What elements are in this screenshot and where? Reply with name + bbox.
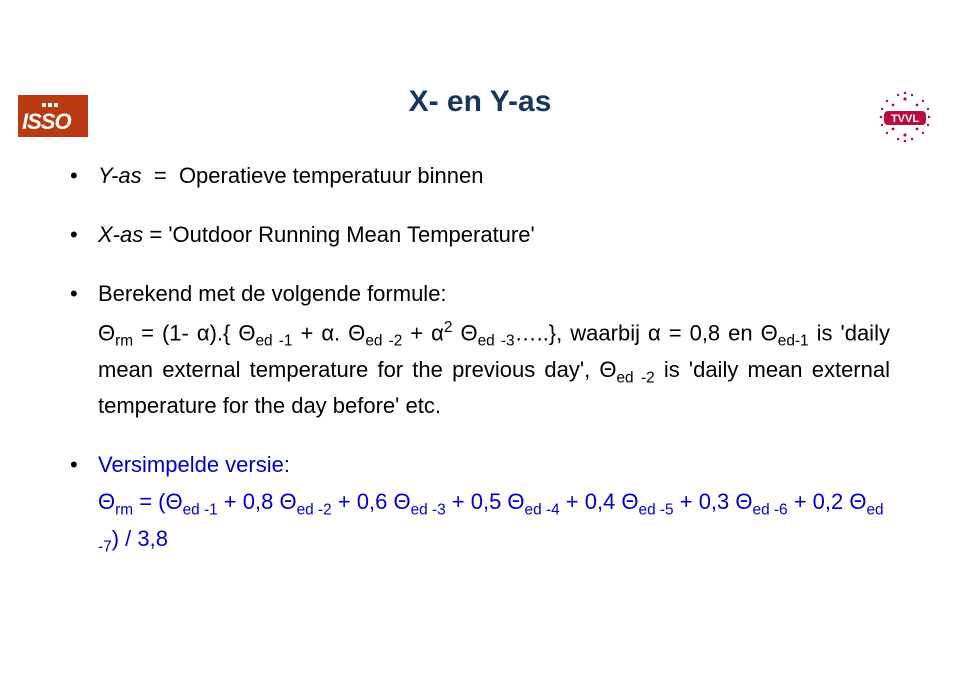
tvvl-logo: TVVL [860,87,950,151]
formula-lead: Berekend met de volgende formule: [98,281,447,306]
isso-logo: ISSO [18,95,88,137]
xas-label: X-as [98,222,143,247]
bullet-yas: Y-as = Operatieve temperatuur binnen [70,159,890,192]
bullet-versimpelde: Versimpelde versie: Θrm = (Θed -1 + 0,8 … [70,448,890,558]
xas-eq: = [149,222,162,247]
yas-eq: = [154,163,167,188]
yas-label: Y-as [98,163,142,188]
bullet-formula: Berekend met de volgende formule: Θrm = … [70,277,890,422]
formula-body: Θrm = (1- α).{ Θed -1 + α. Θed -2 + α2 Θ… [98,316,890,422]
isso-logo-dots [42,103,58,107]
slide-title: X- en Y-as [0,85,960,119]
versimpelde-lead: Versimpelde versie: [98,452,290,477]
slide-content: Y-as = Operatieve temperatuur binnen X-a… [70,159,890,558]
xas-desc: 'Outdoor Running Mean Temperature' [168,222,534,247]
yas-desc: Operatieve temperatuur binnen [179,163,484,188]
tvvl-logo-text: TVVL [891,113,919,125]
isso-logo-text: ISSO [22,109,71,135]
versimpelde-formula: Θrm = (Θed -1 + 0,8 Θed -2 + 0,6 Θed -3 … [98,485,890,558]
bullet-xas: X-as = 'Outdoor Running Mean Temperature… [70,218,890,251]
